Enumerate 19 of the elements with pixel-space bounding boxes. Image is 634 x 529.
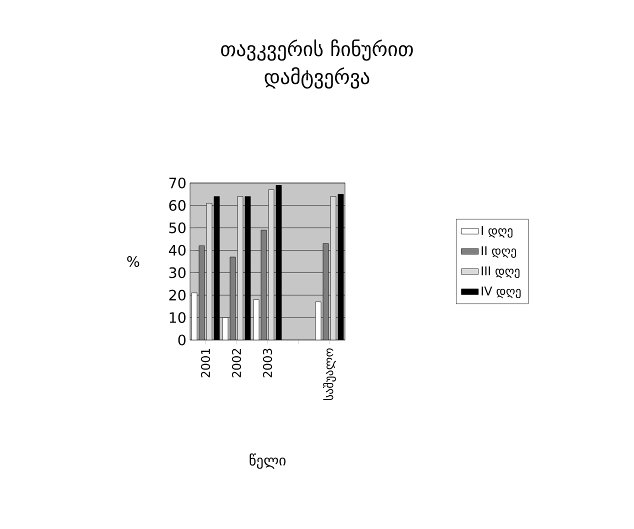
y-tick-label: 0 — [178, 334, 186, 346]
x-tick-label: საშუალო — [323, 348, 336, 400]
legend-label: I დღე — [482, 226, 512, 238]
y-tick-label: 30 — [169, 267, 186, 278]
legend-label: II დღე — [482, 246, 516, 258]
x-tick-label: 2002 — [232, 348, 242, 378]
y-axis-title: % — [127, 256, 140, 267]
y-tick-label: 60 — [169, 200, 186, 211]
y-tick-label: 10 — [170, 312, 186, 323]
x-tick-label: 2003 — [262, 348, 272, 378]
x-axis-title: წელი — [250, 453, 286, 469]
y-tick-label: 20 — [169, 290, 186, 301]
y-tick-label: 70 — [169, 178, 186, 188]
y-tick-label: 50 — [169, 222, 186, 234]
x-tick-label: 2001 — [200, 348, 210, 378]
legend-label: IV დღე — [482, 286, 521, 298]
y-tick-label: 40 — [168, 244, 186, 256]
chart-title: თავკვერის ჩინურით დამტვერვა — [221, 39, 413, 89]
legend-label: III დღე — [482, 266, 520, 278]
